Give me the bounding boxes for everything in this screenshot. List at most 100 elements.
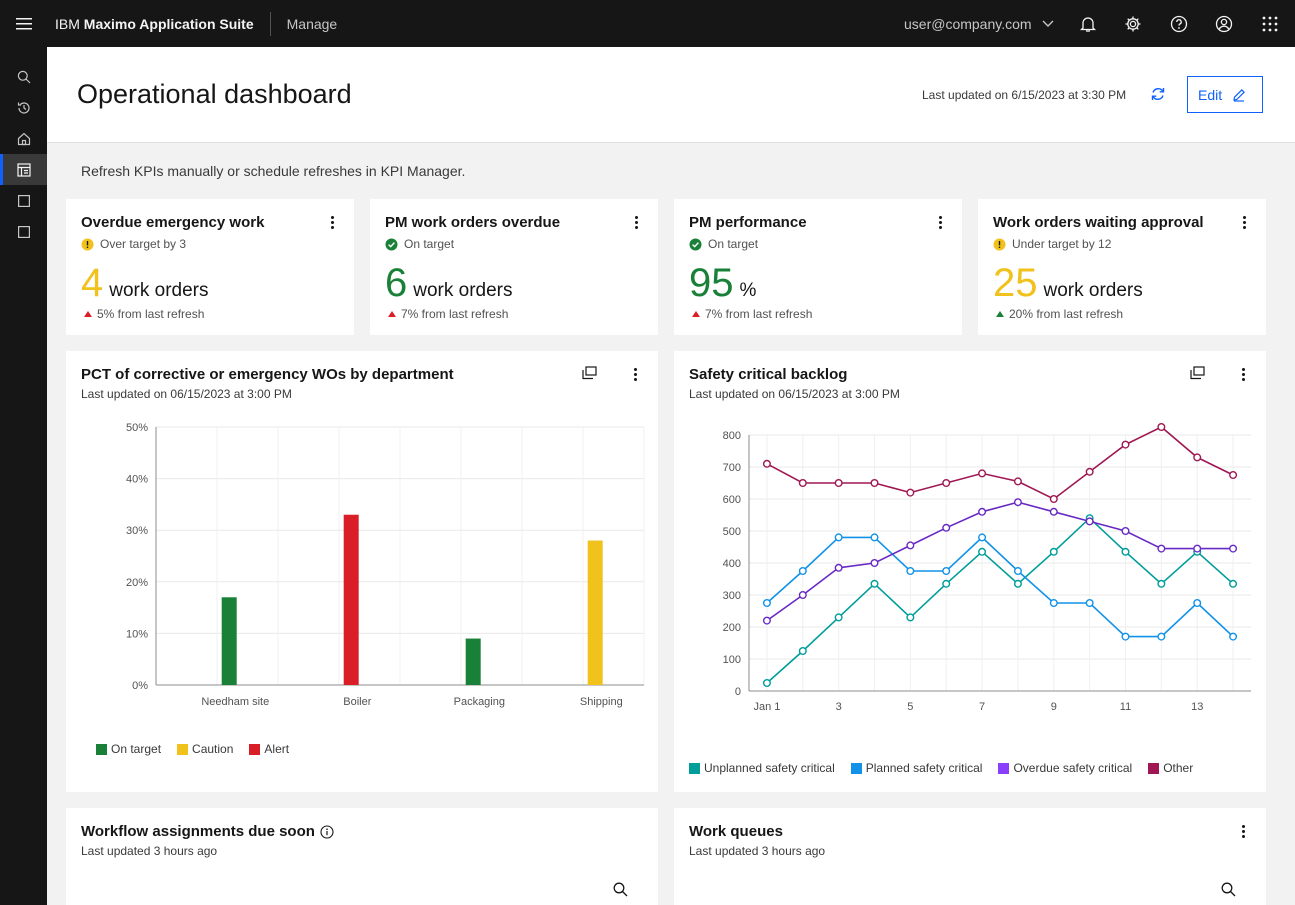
series-line (766, 517, 1234, 684)
search-icon[interactable] (1221, 882, 1236, 902)
overflow-menu-icon[interactable] (932, 214, 948, 230)
bar (465, 638, 481, 685)
data-point (1085, 467, 1094, 476)
kpi-status: Over target by 3 (81, 237, 186, 251)
pencil-icon (1233, 88, 1245, 102)
data-point (1121, 632, 1130, 641)
data-point (1229, 632, 1238, 641)
app-switcher-icon[interactable] (1247, 0, 1293, 47)
bar-legend: On target Caution Alert (96, 742, 289, 756)
overflow-menu-icon[interactable] (628, 214, 644, 230)
kpi-card-waiting-approval[interactable]: Work orders waiting approval Under targe… (978, 199, 1266, 335)
home-icon[interactable] (0, 123, 47, 154)
info-icon[interactable] (320, 824, 334, 839)
x-tick-label: Shipping (580, 696, 623, 708)
divider (269, 11, 271, 36)
kpi-unit: % (739, 280, 757, 301)
bar (343, 514, 359, 685)
app-name[interactable]: Manage (286, 15, 338, 32)
y-tick-label: 600 (723, 494, 741, 506)
kpi-title: PM performance (689, 214, 807, 231)
legend-item[interactable]: Caution (177, 742, 233, 756)
edit-button[interactable]: Edit (1187, 76, 1263, 113)
kpi-delta: 5% from last refresh (84, 307, 204, 321)
user-menu[interactable]: user@company.com (904, 0, 1054, 47)
kpi-status-text: On target (404, 237, 455, 251)
data-point (906, 488, 915, 497)
kpi-card-pm-overdue[interactable]: PM work orders overdue On target 6 work … (370, 199, 658, 335)
data-point (834, 563, 843, 572)
history-icon[interactable] (0, 92, 47, 123)
work-queues-panel: Work queues Last updated 3 hours ago (674, 808, 1266, 905)
kpi-status-text: Under target by 12 (1012, 237, 1112, 251)
line-chart-panel: Safety critical backlog Last updated on … (674, 351, 1266, 792)
brand-name[interactable]: IBM Maximo Application Suite (47, 0, 270, 47)
kpi-value: 6 work orders (385, 261, 513, 306)
nav-item-2-icon[interactable] (0, 216, 47, 247)
page-title: Operational dashboard (77, 79, 352, 109)
hamburger-menu-icon[interactable] (0, 0, 47, 47)
overflow-menu-icon[interactable] (1235, 823, 1251, 839)
data-point (1013, 498, 1022, 507)
overflow-menu-icon[interactable] (1236, 214, 1252, 230)
user-avatar-icon[interactable] (1201, 0, 1247, 47)
legend-item[interactable]: Other (1148, 761, 1193, 775)
data-point (798, 647, 807, 656)
legend-item[interactable]: Unplanned safety critical (689, 761, 835, 775)
kpi-status: On target (385, 237, 454, 251)
data-point (1121, 526, 1130, 535)
line-legend: Unplanned safety critical Planned safety… (689, 761, 1193, 775)
data-point (1049, 507, 1058, 516)
panel-updated: Last updated on 06/15/2023 at 3:00 PM (81, 387, 292, 401)
data-point (1013, 477, 1022, 486)
y-tick-label: 0% (132, 680, 148, 692)
y-tick-label: 0 (735, 686, 741, 698)
data-point (942, 478, 951, 487)
data-point (978, 469, 987, 478)
refresh-icon[interactable] (1149, 85, 1167, 108)
legend-item[interactable]: Overdue safety critical (998, 761, 1132, 775)
kpi-hint-text: Refresh KPIs manually or schedule refres… (81, 163, 466, 179)
legend-item[interactable]: Alert (249, 742, 289, 756)
kpi-value: 4 work orders (81, 261, 209, 306)
search-icon[interactable] (613, 882, 628, 902)
data-point (906, 613, 915, 622)
last-updated-text: Last updated on 6/15/2023 at 3:30 PM (922, 88, 1127, 102)
search-icon[interactable] (0, 61, 47, 92)
expand-icon[interactable] (582, 366, 597, 385)
data-point (834, 533, 843, 542)
legend-label: Planned safety critical (865, 761, 983, 775)
user-email: user@company.com (904, 15, 1032, 32)
dashboard-icon[interactable] (0, 154, 47, 185)
x-tick-label: 3 (836, 701, 842, 713)
legend-item[interactable]: Planned safety critical (850, 761, 983, 775)
data-point (1193, 544, 1202, 553)
legend-item[interactable]: On target (96, 742, 161, 756)
nav-item-1-icon[interactable] (0, 185, 47, 216)
overflow-menu-icon[interactable] (324, 214, 340, 230)
data-point (1085, 598, 1094, 607)
data-point (1229, 470, 1238, 479)
data-point (942, 566, 951, 575)
bar-chart-panel: PCT of corrective or emergency WOs by de… (66, 351, 658, 792)
expand-icon[interactable] (1190, 366, 1205, 385)
overflow-menu-icon[interactable] (627, 366, 643, 382)
x-tick-label: 7 (979, 701, 985, 713)
data-point (870, 558, 879, 567)
kpi-delta: 7% from last refresh (692, 307, 812, 321)
kpi-card-pm-performance[interactable]: PM performance On target 95 % 7% from la… (674, 199, 962, 335)
page-header: Operational dashboard Last updated on 6/… (47, 47, 1295, 143)
brand-prefix: IBM (55, 15, 80, 32)
kpi-card-overdue-emergency[interactable]: Overdue emergency work Over target by 3 … (66, 199, 354, 335)
legend-label: Caution (192, 742, 234, 756)
data-point (834, 478, 843, 487)
kpi-status: Under target by 12 (993, 237, 1111, 251)
data-point (834, 613, 843, 622)
x-tick-label: 9 (1051, 701, 1057, 713)
caret-up-icon (692, 311, 700, 317)
caret-up-icon (996, 311, 1004, 317)
gear-icon[interactable] (1110, 0, 1156, 47)
overflow-menu-icon[interactable] (1235, 366, 1251, 382)
help-icon[interactable] (1156, 0, 1202, 47)
notification-bell-icon[interactable] (1065, 0, 1111, 47)
